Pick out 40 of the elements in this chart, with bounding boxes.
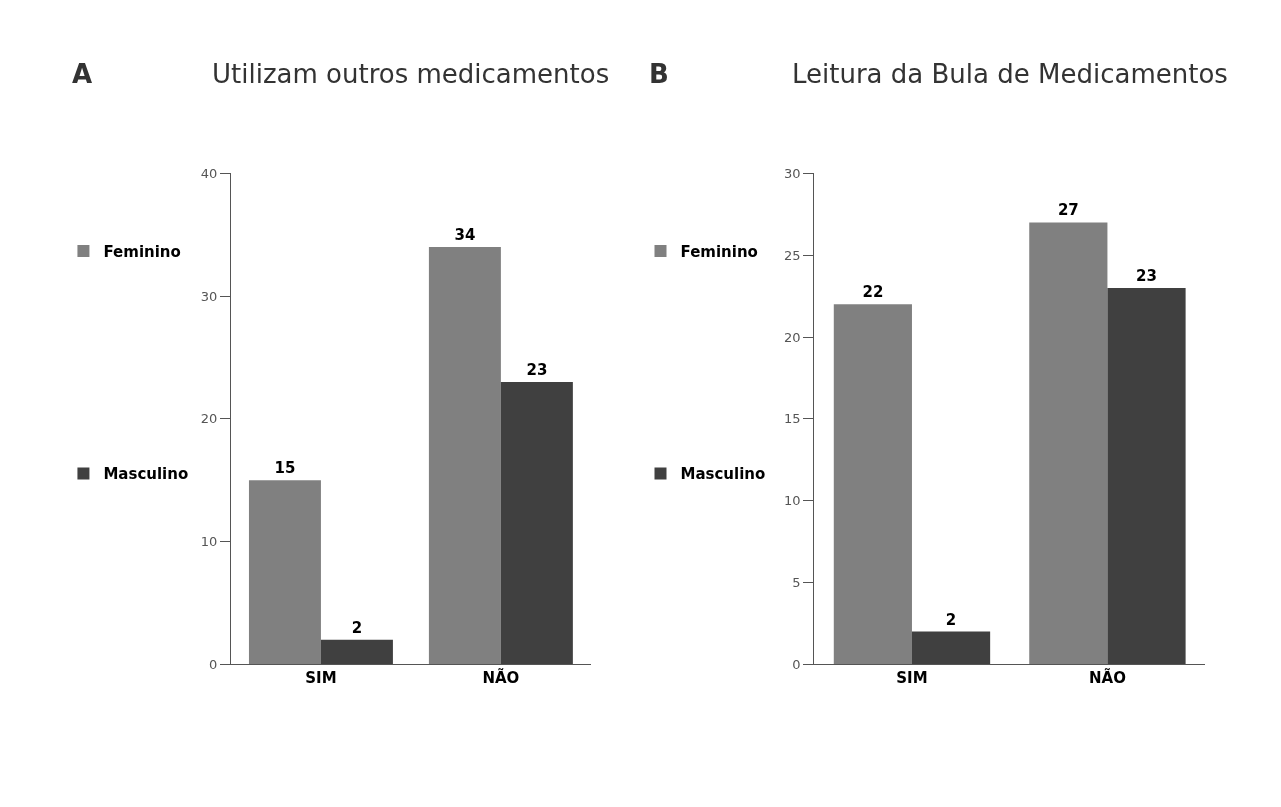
data-label: 27 [1057,201,1079,220]
text: A [72,59,93,89]
bar [248,480,321,665]
legend-label: Masculino [680,465,766,484]
y-tick-label: 0 [209,656,218,672]
bar [833,304,912,665]
y-tick-label: 20 [784,329,801,345]
data-label: 23 [526,361,548,380]
text: B [649,59,669,89]
chart-title: Leitura da Bula de Medicamentos [792,59,1228,89]
y-tick-label: 10 [784,493,801,509]
x-tick-label: SIM [896,669,928,688]
x-tick-label: NÃO [1088,668,1126,688]
data-label: 34 [454,226,476,245]
bar [428,247,501,665]
y-tick-label: 25 [784,247,801,263]
data-label: 2 [945,610,957,629]
y-tick-label: 0 [792,656,801,672]
y-tick-label: 15 [784,411,801,427]
data-label: 2 [351,618,363,637]
data-label: 22 [862,283,884,302]
bar [320,639,393,665]
legend-label: Masculino [103,465,189,484]
y-tick-label: 5 [792,575,801,591]
y-tick-label: 20 [200,411,218,427]
bar [1107,287,1186,665]
y-tick-label: 30 [784,165,801,181]
data-label: 15 [274,459,296,478]
x-tick-label: SIM [305,669,337,688]
y-tick-label: 10 [200,534,218,550]
y-tick-label: 30 [200,288,218,304]
chart-title: Utilizam outros medicamentos [212,59,610,89]
legend-label: Feminino [103,242,181,261]
x-tick-label: NÃO [482,668,520,688]
data-label: 23 [1136,266,1157,285]
bar [1029,222,1108,665]
legend-label: Feminino [680,242,758,261]
bar [500,382,573,665]
y-tick-label: 40 [200,165,218,181]
bar [911,631,991,665]
